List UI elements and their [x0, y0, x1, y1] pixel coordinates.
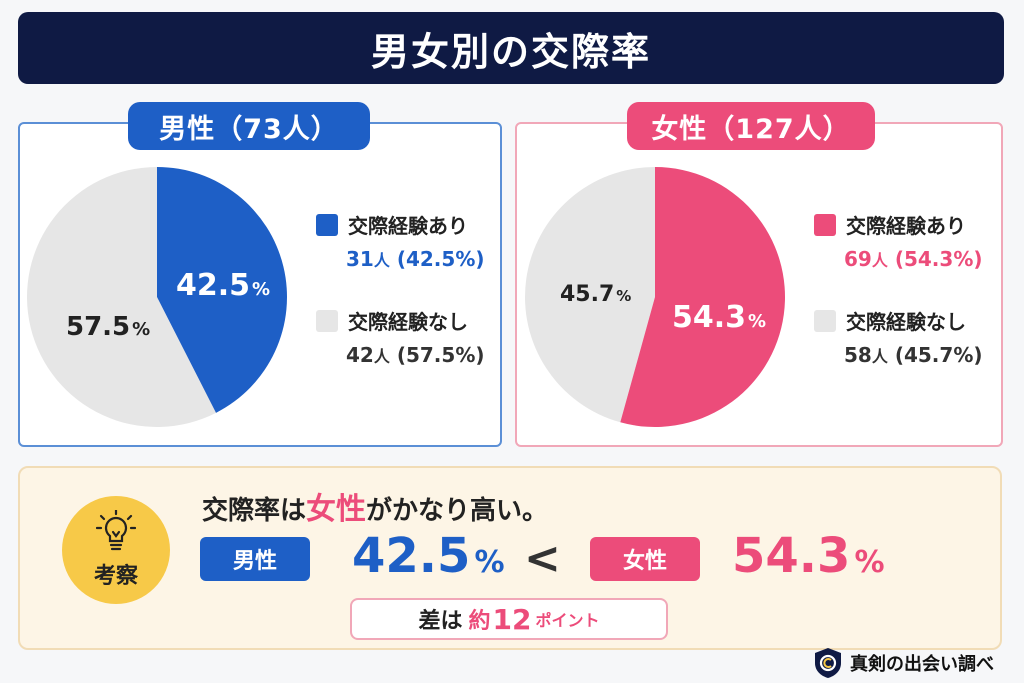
count: 42 — [346, 343, 374, 367]
value: 42.5 — [352, 528, 471, 584]
brand-name: 真剣の出会い調べ — [850, 654, 994, 675]
male-pie-yes-pct: % — [252, 279, 271, 300]
legend-label: 交際経験あり — [846, 214, 966, 238]
female-pie-no-label: 45.7% — [560, 282, 631, 307]
male-pie-svg — [27, 167, 287, 427]
legend-label: 交際経験なし — [846, 310, 966, 334]
male-pie-yes-label: 42.5% — [176, 268, 270, 303]
female-legend-yes: 交際経験あり 69人 (54.3%) — [814, 210, 983, 271]
male-pie-no-pct: % — [132, 319, 151, 340]
legend-swatch-pink — [814, 213, 836, 236]
female-slice-experience — [620, 167, 785, 427]
pct: (45.7%) — [894, 343, 983, 367]
compare-male-value: 42.5% — [352, 528, 505, 584]
pct: % — [854, 545, 885, 580]
male-pie-no-label: 57.5% — [66, 312, 150, 342]
female-pie-yes-value: 54.3 — [672, 300, 747, 335]
pct: (42.5%) — [396, 247, 485, 271]
male-slice-experience — [157, 167, 287, 413]
headline-highlight: 女性 — [306, 492, 367, 527]
diff-num: 12 — [492, 602, 532, 636]
legend-label: 交際経験なし — [348, 310, 468, 334]
female-pie-yes-label: 54.3% — [672, 300, 766, 335]
male-legend-yes: 交際経験あり 31人 (42.5%) — [316, 210, 485, 271]
brand-footer: 真剣の出会い調べ — [814, 647, 994, 679]
unit: 人 — [871, 347, 888, 366]
headline-post: がかなり高い。 — [366, 496, 549, 526]
pct: % — [474, 545, 505, 580]
summary-headline: 交際率は女性がかなり高い。 — [202, 484, 548, 528]
male-pie-chart — [22, 162, 292, 432]
male-pie-yes-value: 42.5 — [176, 268, 251, 303]
unit: 人 — [871, 251, 888, 270]
female-legend-no: 交際経験なし 58人 (45.7%) — [814, 306, 983, 367]
male-pie-no-value: 57.5 — [66, 312, 131, 342]
diff-unit: ポイント — [535, 611, 600, 630]
female-heading: 女性（127人） — [627, 102, 875, 150]
diff-mid: 約 — [468, 609, 491, 634]
female-no-value: 58人 (45.7%) — [844, 343, 983, 367]
less-than-sign: < — [524, 533, 561, 584]
legend-swatch-blue — [316, 213, 338, 236]
insight-badge-label: 考察 — [93, 564, 138, 589]
legend-swatch-gray — [814, 309, 836, 332]
male-yes-value: 31人 (42.5%) — [346, 247, 485, 271]
legend-label: 交際経験あり — [348, 214, 468, 238]
male-no-value: 42人 (57.5%) — [346, 343, 485, 367]
unit: 人 — [373, 347, 390, 366]
shield-logo-icon — [815, 648, 841, 678]
unit: 人 — [373, 251, 390, 270]
lightbulb-icon — [96, 510, 136, 551]
female-pie-chart — [520, 162, 790, 432]
male-heading: 男性（73人） — [128, 102, 370, 150]
pct: (57.5%) — [396, 343, 485, 367]
count: 58 — [844, 343, 872, 367]
male-legend-no: 交際経験なし 42人 (57.5%) — [316, 306, 485, 367]
compare-female-label: 女性 — [590, 537, 700, 581]
female-pie-no-value: 45.7 — [560, 282, 615, 307]
female-pie-no-pct: % — [616, 287, 632, 305]
male-slice-no-experience — [27, 167, 217, 427]
count: 69 — [844, 247, 872, 271]
legend-swatch-gray — [316, 309, 338, 332]
compare-male-label: 男性 — [200, 537, 310, 581]
pct: (54.3%) — [894, 247, 983, 271]
count: 31 — [346, 247, 374, 271]
value: 54.3 — [732, 528, 851, 584]
female-slice-no-experience — [525, 167, 655, 423]
female-pie-svg — [525, 167, 785, 427]
headline-pre: 交際率は — [202, 496, 307, 526]
diff-pre: 差は — [418, 609, 463, 634]
female-yes-value: 69人 (54.3%) — [844, 247, 983, 271]
compare-female-value: 54.3% — [732, 528, 885, 584]
difference-box: 差は約 12 ポイント — [350, 598, 668, 640]
insight-badge: 考察 — [62, 496, 170, 604]
female-pie-yes-pct: % — [748, 311, 767, 332]
page-title: 男女別の交際率 — [18, 12, 1004, 84]
